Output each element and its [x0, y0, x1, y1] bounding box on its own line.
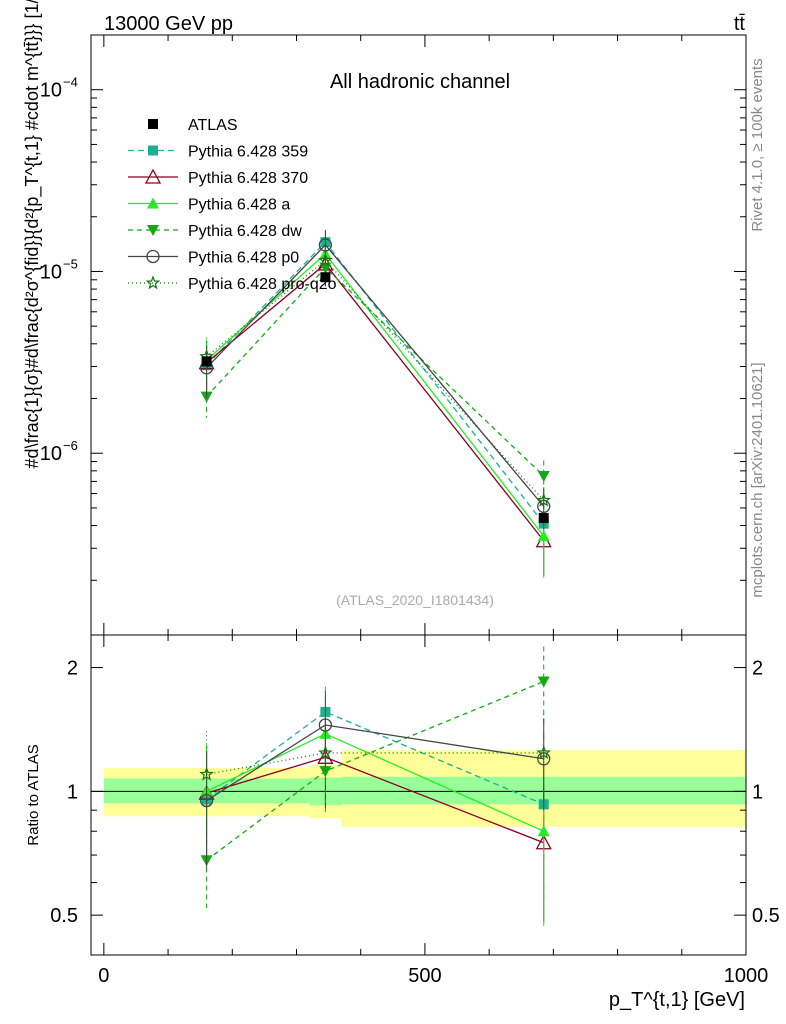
legend-entry-5: Pythia 6.428 p0 — [128, 250, 299, 267]
y-tick-label-main-0: 10 — [40, 80, 62, 102]
x-tick-label-1: 500 — [408, 965, 441, 987]
series-line-ratio-0 — [206, 711, 544, 805]
series-layer — [198, 230, 552, 927]
legend-marker-5 — [146, 249, 160, 264]
series-marker-main-5 — [318, 252, 333, 267]
series-marker-ratio-5 — [318, 745, 333, 760]
legend-marker-4 — [147, 225, 159, 236]
series-marker-ratio-4 — [537, 752, 551, 766]
series-line-main-5 — [206, 259, 545, 501]
y-axis-label-main: #d\frac{1}{σ}#d\frac{d²σ^{fid}}{d²{p_T^{… — [22, 0, 43, 468]
legend-entry-2: Pythia 6.428 370 — [128, 168, 308, 187]
legend-label-6: Pythia 6.428 pro-q2o — [188, 276, 337, 293]
series-marker-ratio-5 — [536, 745, 552, 760]
series-line-main-3 — [206, 266, 545, 477]
legend-label-2: Pythia 6.428 370 — [188, 170, 308, 187]
atlas-data — [201, 272, 549, 524]
rivet-label: Rivet 4.1.0, ≥ 100k events — [749, 58, 766, 231]
y-tick-exp-main-2: −6 — [63, 438, 78, 453]
x-tick-label-0: 0 — [98, 965, 109, 987]
y-tick-label-ratio-left-2: 0.5 — [50, 905, 78, 927]
series-marker-ratio-3 — [537, 676, 550, 688]
legend: ATLAS Pythia 6.428 359 Pythia 6.428 370 Pyt… — [128, 117, 337, 293]
series-marker-main-4 — [318, 238, 333, 252]
y-tick-exp-main-1: −5 — [63, 256, 78, 271]
y-tick-label-ratio-right-1: 1 — [752, 781, 763, 803]
y-tick-label-ratio-left-1: 1 — [67, 781, 78, 803]
ratio-panel-frame — [90, 634, 747, 956]
ratio-uncertainty-bands — [103, 750, 746, 827]
series-line-ratio-5 — [206, 752, 544, 775]
series-line-main-2 — [206, 252, 545, 537]
legend-label-5: Pythia 6.428 p0 — [188, 250, 299, 267]
legend-label-1: Pythia 6.428 359 — [188, 144, 308, 161]
analysis-label: (ATLAS_2020_I1801434) — [336, 592, 494, 608]
y-tick-label-main-2: 10 — [40, 443, 62, 465]
legend-entry-3: Pythia 6.428 a — [128, 197, 290, 214]
series-5 — [199, 243, 552, 832]
y-tick-label-main-1: 10 — [40, 261, 62, 283]
series-marker-ratio-4 — [199, 793, 214, 808]
series-4 — [199, 230, 551, 869]
legend-marker-3 — [147, 197, 159, 209]
site-label: mcplots.cern.ch [arXiv:2401.10621] — [749, 362, 766, 597]
legend-entry-1: Pythia 6.428 359 — [128, 144, 308, 161]
y-tick-label-ratio-right-0: 2 — [752, 658, 763, 680]
series-marker-main-2 — [537, 530, 550, 542]
atlas-data-point — [320, 272, 331, 283]
chart-title: All hadronic channel — [330, 71, 510, 93]
y-tick-label-ratio-left-0: 2 — [67, 658, 78, 680]
legend-entry-0: ATLAS — [148, 117, 238, 134]
atlas-data-point — [538, 513, 549, 524]
series-marker-ratio-2 — [537, 825, 550, 837]
energy-label: 13000 GeV pp — [104, 13, 233, 35]
series-marker-ratio-3 — [319, 766, 332, 778]
legend-label-3: Pythia 6.428 a — [188, 197, 290, 214]
process-label: tt̄ — [734, 13, 746, 35]
y-axis-label-ratio: Ratio to ATLAS — [25, 744, 42, 845]
series-marker-ratio-5 — [199, 766, 214, 781]
legend-marker-2 — [144, 168, 162, 184]
legend-label-0: ATLAS — [188, 117, 238, 134]
legend-marker-1 — [148, 145, 158, 156]
series-marker-main-4 — [537, 499, 551, 514]
atlas-data-point — [201, 356, 212, 367]
legend-marker-0 — [148, 119, 158, 129]
y-tick-label-ratio-right-2: 0.5 — [752, 905, 780, 927]
legend-label-4: Pythia 6.428 dw — [188, 223, 302, 240]
y-tick-exp-main-0: −4 — [63, 75, 78, 90]
series-marker-main-5 — [536, 492, 552, 507]
legend-entry-4: Pythia 6.428 dw — [128, 223, 302, 240]
x-axis-label: p_T^{t,1} [GeV] — [609, 989, 745, 1011]
legend-entry-6: Pythia 6.428 pro-q2o — [128, 275, 337, 293]
series-marker-main-3 — [537, 470, 550, 482]
x-tick-label-2: 1000 — [724, 965, 769, 987]
legend-marker-6 — [145, 275, 161, 290]
